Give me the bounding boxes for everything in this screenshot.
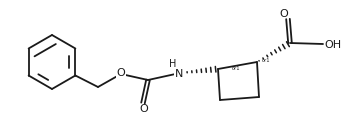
Text: O: O	[280, 9, 288, 19]
Text: OH: OH	[324, 40, 341, 50]
Text: O: O	[140, 104, 149, 114]
Text: H: H	[169, 59, 177, 69]
Text: or1: or1	[232, 65, 241, 71]
Text: N: N	[175, 69, 183, 79]
Text: O: O	[116, 68, 125, 78]
Text: or1: or1	[262, 58, 270, 64]
